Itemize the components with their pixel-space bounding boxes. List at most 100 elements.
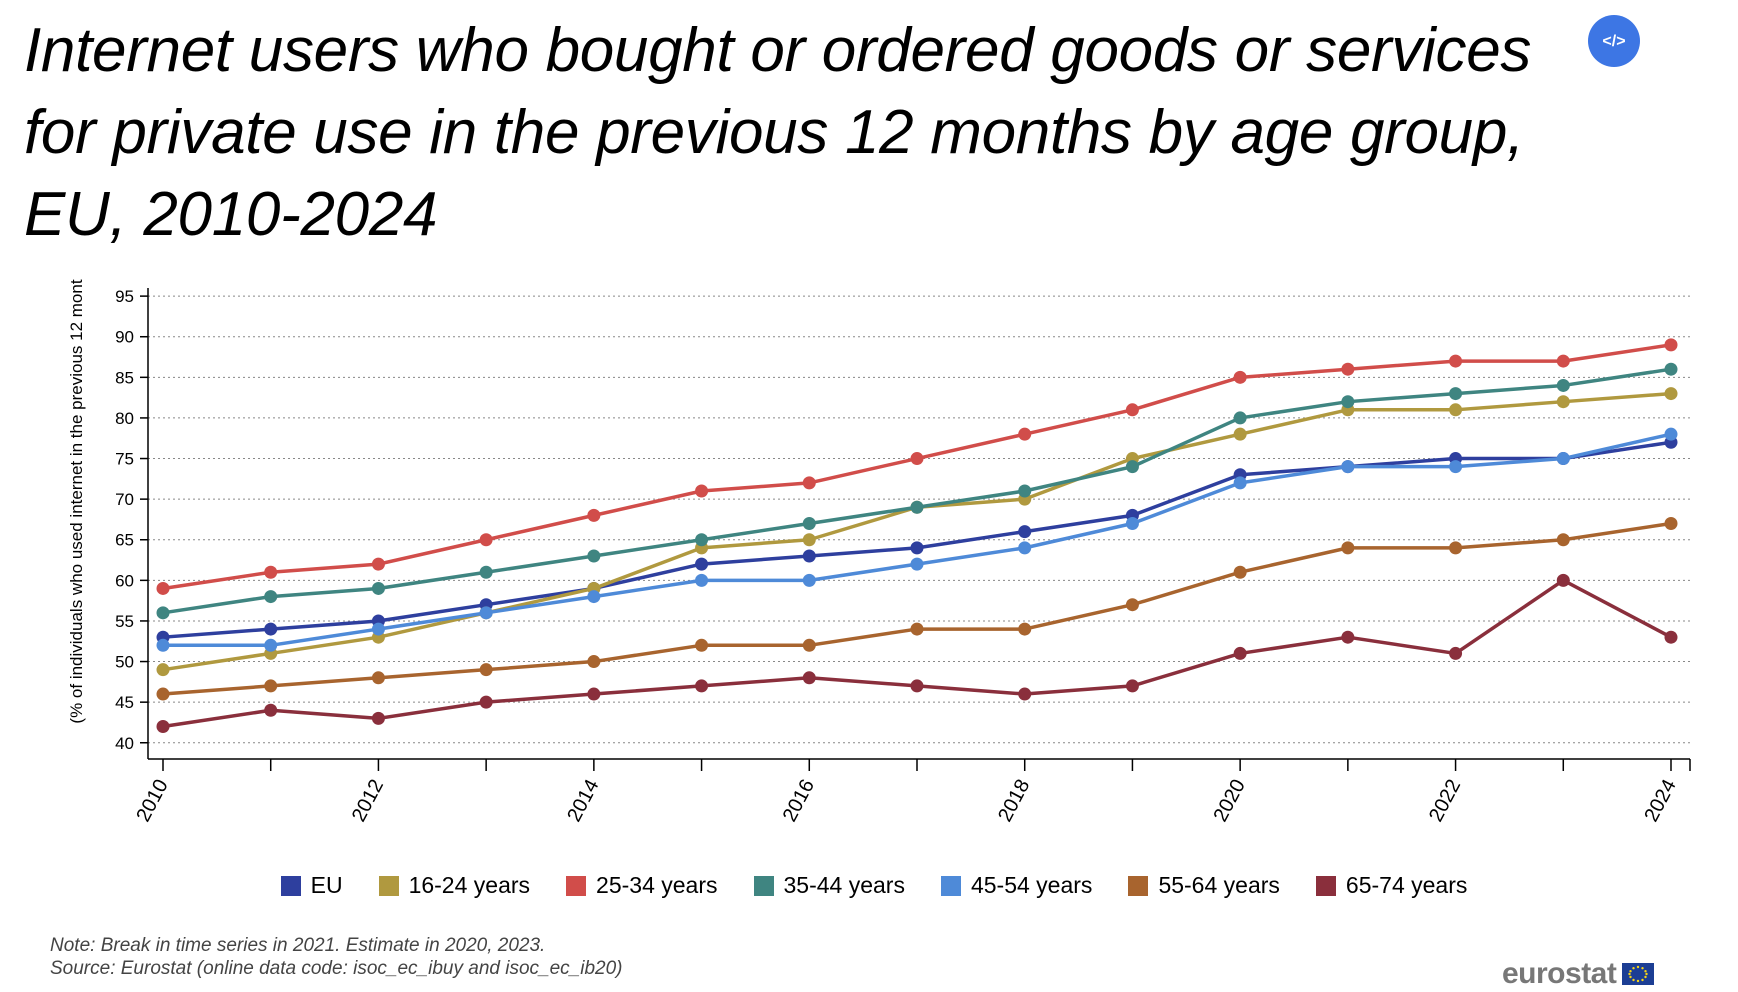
x-tick-label: 2018 [994,776,1034,826]
data-point [1233,476,1247,490]
series-lines [156,338,1678,734]
y-tick-label: 70 [115,490,134,509]
y-tick-label: 60 [115,571,134,590]
legend-label: 25-34 years [596,872,718,898]
data-point [695,638,709,652]
legend-swatch [753,875,774,896]
data-point [264,565,278,579]
data-point [802,476,816,490]
data-point [1449,403,1463,417]
legend-label: EU [310,872,343,898]
y-tick-label: 40 [115,734,134,753]
data-point [910,500,924,514]
data-point [156,606,170,620]
data-point [1018,484,1032,498]
data-point [156,687,170,701]
data-point [802,638,816,652]
x-tick-label: 2016 [779,776,819,826]
data-point [371,622,385,636]
data-point [1664,387,1678,401]
legend-swatch [1315,875,1336,896]
legend-label: 45-54 years [970,872,1093,898]
legend-swatch [566,875,587,896]
data-point [1341,630,1355,644]
data-point [587,687,601,701]
data-point [1233,427,1247,441]
data-point [371,581,385,595]
data-point [1556,533,1570,547]
x-tick-label: 2022 [1425,776,1465,826]
note-text: Note: Break in time series in 2021. Esti… [50,935,546,956]
data-point [587,655,601,669]
series-45-54-years [156,427,1678,652]
legend-swatch [1128,875,1149,896]
data-point [264,622,278,636]
data-point [1664,338,1678,352]
source-text: Source: Eurostat (online data code: isoc… [50,958,623,979]
svg-text:</>: </> [1602,33,1625,50]
data-point [587,508,601,522]
series-25-34-years [156,338,1678,595]
legend-item[interactable]: 25-34 years [556,872,718,899]
legend-item[interactable]: EU [271,872,343,899]
embed-code-button[interactable]: </> [1588,15,1640,67]
data-point [1449,541,1463,555]
data-point [910,679,924,693]
legend-item[interactable]: 45-54 years [931,872,1092,899]
data-point [1664,630,1678,644]
data-point [1018,427,1032,441]
data-point [587,549,601,563]
legend-item[interactable]: 35-44 years [744,872,905,899]
legend-swatch [378,875,399,896]
chart-notes: Note: Break in time series in 2021. Esti… [50,934,622,980]
axes [140,288,1691,771]
data-point [1125,460,1139,474]
data-point [1233,411,1247,425]
data-point [1341,395,1355,409]
eu-flag-icon [1622,963,1655,985]
data-point [1233,565,1247,579]
data-point [910,452,924,466]
data-point [1125,517,1139,530]
legend-item[interactable]: 55-64 years [1118,872,1280,899]
data-point [1449,387,1463,401]
x-tick-label: 2024 [1640,776,1680,826]
data-point [695,679,709,693]
data-point [479,695,493,709]
data-point [264,638,278,652]
series-55-64-years [156,517,1678,701]
data-point [695,557,709,571]
data-point [1556,354,1570,368]
data-point [156,581,170,595]
y-tick-label: 95 [115,287,134,306]
brand-name: eurostat [1502,957,1617,990]
data-point [1233,646,1247,660]
data-point [1341,362,1355,376]
legend-item[interactable]: 65-74 years [1306,872,1467,899]
legend-swatch [280,875,301,896]
data-point [371,711,385,725]
data-point [1556,395,1570,409]
code-icon: </> [1602,33,1625,50]
data-point [156,638,170,652]
data-point [1556,378,1570,392]
legend-swatch [940,875,961,896]
y-tick-label: 45 [115,693,134,712]
data-point [802,533,816,547]
data-point [1664,427,1678,441]
legend-item[interactable]: 16-24 years [369,872,530,899]
data-point [371,671,385,685]
data-point [695,573,709,587]
y-tick-label: 55 [115,612,134,631]
data-point [264,679,278,693]
data-point [479,663,493,677]
y-tick-label: 75 [115,450,134,469]
data-point [695,533,709,547]
data-point [1018,541,1032,555]
data-point [1018,687,1032,701]
data-point [910,541,924,555]
data-point [1664,362,1678,376]
data-point [1125,679,1139,693]
data-point [1556,452,1570,466]
